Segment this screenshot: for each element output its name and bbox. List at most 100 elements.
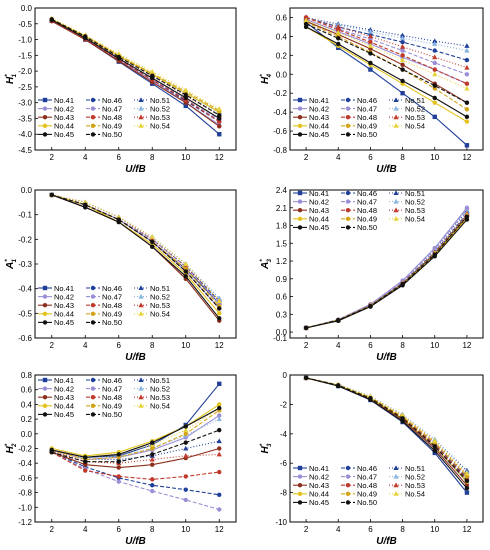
legend-label: No.43: [309, 206, 329, 215]
legend-label: No.48: [102, 393, 122, 402]
data-point: [432, 83, 437, 88]
legend-marker: [90, 294, 96, 299]
legend-marker: [345, 225, 351, 230]
legend-label: No.41: [54, 96, 74, 105]
legend-label: No.54: [150, 122, 170, 131]
data-point: [367, 33, 374, 39]
legend-label: No.52: [405, 197, 425, 206]
y-tick-label: -3.0: [18, 99, 32, 108]
data-point: [150, 452, 155, 457]
legend: No.41 No.46 No.51 No.42 No.47 No.52 No.43 No.48…: [38, 284, 170, 327]
y-axis-title: A*3: [260, 258, 273, 270]
legend-marker: [297, 225, 303, 230]
data-point: [150, 462, 155, 467]
legend-label: No.47: [357, 197, 377, 206]
legend-marker: [345, 216, 351, 221]
data-point: [336, 41, 341, 47]
data-point: [217, 113, 222, 118]
x-tick-label: 6: [368, 341, 373, 350]
legend: No.41 No.46 No.51 No.42 No.47 No.52 No.43 No.48…: [293, 464, 425, 507]
legend-label: No.47: [102, 104, 122, 113]
legend-label: No.48: [102, 301, 122, 310]
legend: No.41 No.46 No.51 No.42 No.47 No.52 No.43 No.48…: [38, 376, 170, 419]
legend-label: No.45: [54, 410, 74, 419]
plot-frame: [289, 374, 484, 523]
y-tick-label: -0.3: [18, 260, 32, 269]
series-no50: [303, 375, 470, 484]
data-point: [183, 431, 188, 436]
legend-marker: [138, 114, 144, 120]
data-point: [400, 416, 405, 421]
series-line: [305, 377, 468, 489]
legend-label: No.44: [309, 490, 329, 499]
y-tick-label: -0.2: [18, 235, 32, 244]
y-tick-label: 0.2: [276, 51, 288, 60]
y-tick-label: -0.6: [18, 334, 32, 343]
x-tick-label: 10: [181, 525, 190, 534]
data-point: [368, 51, 373, 56]
legend-label: No.42: [54, 384, 74, 393]
legend-marker: [393, 198, 399, 204]
data-point: [116, 217, 121, 222]
legend-marker: [90, 123, 96, 128]
series-line: [305, 20, 468, 104]
x-axis-title: U/fB: [125, 164, 146, 175]
y-tick-label: 1.5: [276, 239, 288, 248]
series-line: [51, 447, 220, 469]
legend-marker: [90, 303, 96, 308]
data-point: [399, 35, 406, 41]
series-no53: [303, 14, 470, 70]
data-point: [464, 100, 470, 105]
legend-label: No.41: [54, 284, 74, 293]
legend-marker: [345, 483, 351, 488]
legend-marker: [393, 473, 399, 479]
legend-label: No.53: [150, 113, 170, 122]
legend-marker: [138, 403, 144, 408]
data-point: [432, 38, 438, 44]
series-no50: [49, 17, 222, 118]
legend-marker: [90, 395, 96, 400]
legend-label: No.47: [102, 292, 122, 301]
data-point: [303, 17, 309, 23]
y-tick-label: -2.5: [18, 83, 32, 92]
data-point: [464, 43, 470, 48]
x-tick-label: 2: [50, 341, 55, 350]
data-point: [464, 478, 470, 484]
legend-label: No.44: [54, 402, 74, 411]
data-point: [150, 440, 155, 445]
x-tick-label: 10: [430, 525, 439, 534]
series-line: [305, 16, 467, 47]
x-tick-label: 6: [368, 153, 373, 162]
legend-marker: [138, 302, 144, 308]
legend-label: No.52: [405, 104, 425, 113]
legend-marker: [42, 294, 48, 299]
legend-label: No.42: [54, 104, 74, 113]
data-point: [216, 298, 222, 303]
legend-marker: [345, 491, 351, 496]
data-point: [399, 44, 406, 49]
series-line: [51, 451, 220, 511]
legend-marker: [42, 303, 48, 308]
data-point: [116, 459, 121, 464]
series-line: [51, 418, 220, 459]
data-point: [183, 95, 188, 101]
data-point: [217, 492, 222, 498]
legend-label: No.47: [102, 384, 122, 393]
data-point: [216, 416, 222, 422]
x-tick-label: 6: [117, 525, 122, 534]
legend-marker: [297, 199, 303, 204]
data-point: [400, 281, 405, 287]
legend-label: No.54: [150, 310, 170, 319]
series-line: [51, 194, 220, 319]
data-point: [183, 87, 189, 93]
legend-marker: [345, 199, 351, 204]
legend-marker: [42, 412, 48, 417]
legend-label: No.52: [150, 384, 170, 393]
legend-label: No.47: [357, 472, 377, 481]
data-point: [464, 119, 470, 124]
y-tick-label: -1.5: [18, 51, 32, 60]
data-point: [464, 206, 470, 212]
legend-marker: [138, 97, 144, 102]
y-tick-label: 0.3: [276, 310, 288, 319]
data-point: [432, 114, 437, 120]
